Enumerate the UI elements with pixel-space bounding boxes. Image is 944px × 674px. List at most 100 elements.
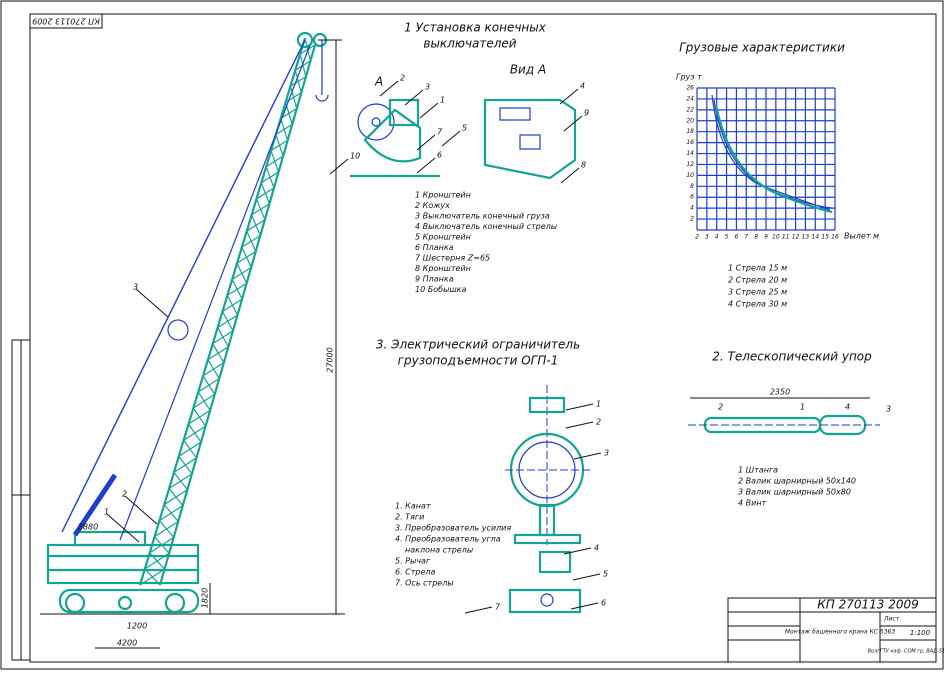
boom-lattice [178,455,193,475]
legend-item: 3 Стрела 25 м [728,288,787,297]
callout: 10 [350,152,360,161]
callout: 2 [718,403,723,412]
stamp-text: КП 270113 2009 [32,17,100,26]
callout: 4 [594,544,599,553]
boom-lattice [144,568,161,586]
y-label: Груз т [676,73,702,82]
legend-item: 2. Тяги [395,513,424,522]
callout: 9 [584,109,589,118]
legend-item: 2 Валик шарнирный 50х140 [738,477,856,486]
dimension: 1820 [201,588,210,608]
boom-lattice [217,327,229,348]
section-title: 1 Установка конечных [404,21,547,35]
x-tick-label: 16 [831,234,839,241]
boom-lattice [163,504,179,522]
sheet-label: Лист [883,616,900,623]
leader [416,134,436,151]
y-tick-label: 14 [686,150,694,157]
section-title: грузоподъемности ОГП-1 [398,354,559,368]
boom-lattice [251,214,261,236]
boom-head [296,31,314,49]
drawing-name: Монтаж башенного крана КС 5363 [785,629,895,636]
x-tick-label: 12 [792,234,800,241]
boom-lattice [246,230,257,252]
x-tick-label: 2 [695,234,699,241]
leader [441,130,461,147]
x-tick-label: 13 [802,234,810,241]
curve [714,104,833,214]
boom-lattice [221,311,234,332]
callout: 2 [400,74,405,83]
legend-item: 8 Кронштейн [415,264,471,273]
x-tick-label: 9 [764,234,768,241]
y-tick-label: 4 [690,205,694,212]
boom-lattice [265,166,275,189]
limiter [167,319,189,341]
leader [572,573,601,581]
x-tick-label: 8 [754,234,758,241]
legend-item: 1 Штанга [738,466,778,475]
frame [29,13,937,663]
telescopic-stop [72,473,118,537]
legend-item: 4 Винт [738,499,767,508]
stop-drawing [688,397,880,436]
boom-lattice [207,359,220,379]
drawing-code: КП 270113 2009 [817,598,919,612]
boom-lattice [212,343,225,363]
leader [565,421,594,429]
callout: 1 [596,400,601,409]
boom-lattice [183,439,197,459]
leader [379,80,399,97]
legend-item: 4. Преобразователь угла [395,535,501,544]
x-label: Вылет м [844,232,879,241]
y-tick-label: 12 [686,161,694,168]
legend-item: 1 Стрела 15 м [728,264,787,273]
boom-lattice [231,279,243,300]
y-tick-label: 18 [686,128,694,135]
y-tick-label: 24 [686,95,694,102]
leader [106,513,140,543]
callout: 4 [580,82,585,91]
boom-lattice [280,118,289,141]
leader [563,547,592,555]
callout: 3 [886,405,891,414]
boom-lattice [158,520,175,538]
legend-item: 7 Шестерня Z=65 [415,254,490,263]
x-tick-label: 14 [811,234,819,241]
boom-lattice [202,375,216,395]
boom-lattice [260,182,270,205]
callout: 1 [104,508,109,517]
y-tick-label: 26 [686,85,694,92]
dimension: 4200 [117,639,137,648]
callout: 7 [437,128,443,137]
boom-lattice [270,150,280,173]
y-tick-label: 20 [686,117,694,124]
section-title: 2. Телескопический упор [712,350,872,364]
callout: 4 [845,403,850,412]
legend-item: 5 Кронштейн [415,233,471,242]
pendant [61,39,306,533]
leader [464,606,493,614]
hook [315,40,329,102]
callout: 7 [495,603,501,612]
boom-lattice [168,488,184,506]
legend-item: 2 Стрела 20 м [728,276,787,285]
organization: ВолгГТУ каф. СОМ гр. ВАД-511 [868,649,944,655]
x-tick-label: 15 [821,234,829,241]
x-tick-label: 7 [744,234,748,241]
boom-lattice [226,295,239,316]
boom-lattice [294,70,302,93]
legend-item: 4 Выключатель конечный стрелы [415,222,557,231]
y-tick-label: 22 [686,106,694,113]
callout: 2 [122,490,127,499]
x-tick-label: 6 [735,234,739,241]
callout: 2 [596,418,601,427]
boom-lattice [236,262,248,284]
dimension: 1200 [127,622,147,631]
leader [124,495,158,525]
legend-item: 5. Рычаг [395,557,431,566]
y-tick-label: 10 [686,172,694,179]
y-tick-label: 2 [690,216,694,223]
legend-item: 2 Кожух [415,201,450,210]
section-title: выключателей [423,37,516,51]
